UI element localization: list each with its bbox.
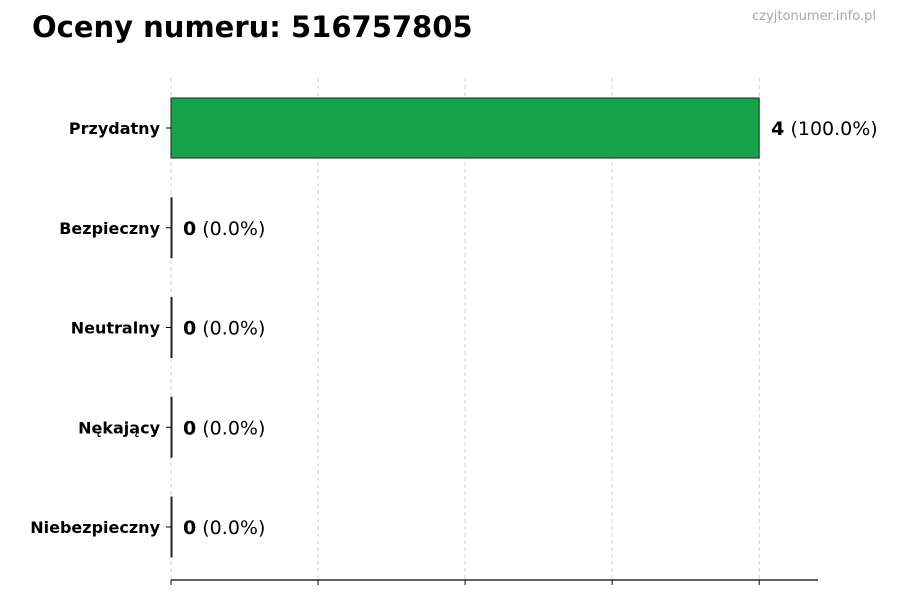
data-label: 0 (0.0%) [183, 218, 265, 240]
bar [170, 297, 173, 358]
category-label: Nękający [78, 418, 160, 437]
data-label-count: 0 [183, 517, 196, 539]
category-label: Niebezpieczny [30, 518, 160, 537]
data-label-percent: (0.0%) [196, 318, 265, 340]
category-label: Przydatny [69, 119, 161, 138]
chart-title: Oceny numeru: 516757805 [32, 10, 473, 44]
data-label-count: 0 [183, 218, 196, 240]
bar [170, 197, 173, 259]
data-label-count: 0 [183, 417, 196, 439]
data-label-percent: (0.0%) [196, 517, 265, 539]
data-label: 0 (0.0%) [183, 417, 265, 439]
data-label: 0 (0.0%) [183, 318, 265, 340]
data-label-percent: (0.0%) [196, 417, 265, 439]
data-label: 0 (0.0%) [183, 517, 265, 539]
data-label-percent: (0.0%) [196, 218, 265, 240]
data-label-count: 0 [183, 318, 196, 340]
category-label: Bezpieczny [59, 219, 160, 238]
category-label: Neutralny [71, 319, 161, 338]
bar [170, 496, 173, 558]
watermark: czyjtonumer.info.pl [752, 9, 876, 24]
bar [170, 97, 760, 159]
data-label-count: 4 [771, 118, 784, 140]
bar [170, 396, 173, 458]
data-label: 4 (100.0%) [771, 118, 878, 140]
data-label-percent: (100.0%) [784, 118, 877, 140]
